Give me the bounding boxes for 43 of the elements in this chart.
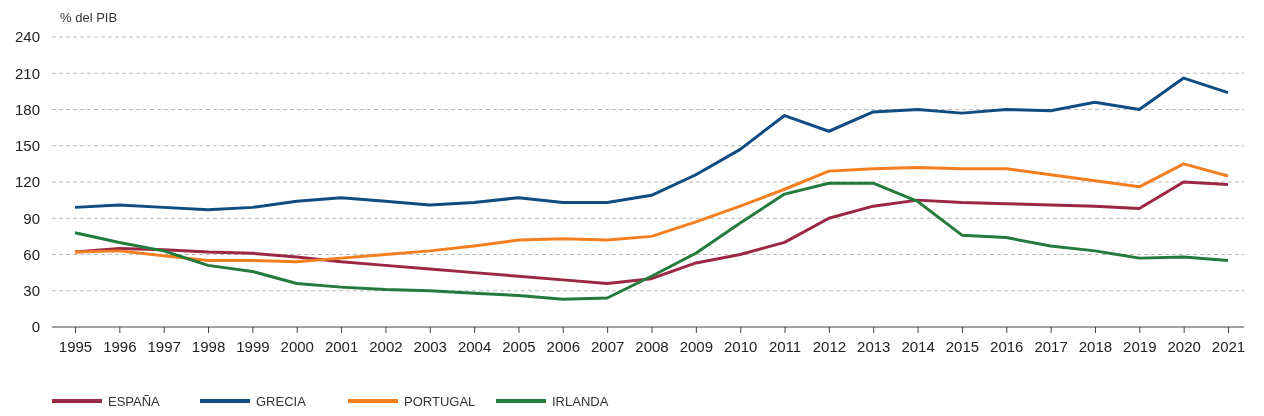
y-tick-label: 240: [14, 28, 40, 46]
x-tick-label: 2000: [280, 337, 314, 355]
y-tick-label: 150: [14, 137, 40, 155]
x-tick-label: 2007: [590, 337, 625, 355]
line-series: [73, 76, 1230, 212]
legend-label: IRLANDA: [552, 394, 609, 409]
x-tick-label: 2014: [901, 337, 935, 355]
x-tick-label: 2011: [768, 337, 802, 355]
x-tick-label: 2001: [324, 337, 359, 355]
line-series: [73, 162, 1230, 264]
x-tick-label: 2012: [812, 337, 847, 355]
y-tick-label: 30: [23, 282, 40, 300]
x-tick-label: 2009: [679, 337, 714, 355]
legend-label: PORTUGAL: [404, 394, 476, 409]
y-tick-label: 90: [23, 209, 40, 227]
legend-label: ESPAÑA: [108, 394, 161, 409]
x-tick-label: 2003: [413, 337, 447, 355]
x-tick-label: 2018: [1078, 337, 1113, 355]
y-tick-label: 180: [14, 100, 40, 118]
x-tick-label: 1998: [191, 337, 226, 355]
y-tick-label: 60: [23, 245, 40, 263]
x-tick-label: 1997: [147, 337, 181, 355]
x-tick-label: 2013: [857, 337, 891, 355]
x-tick-label: 2019: [1123, 337, 1157, 355]
y-tick-label: 0: [31, 318, 40, 336]
x-tick-label: 1995: [58, 337, 93, 355]
x-tick-label: 2004: [457, 337, 492, 355]
x-tick-label: 2010: [724, 337, 758, 355]
x-tick-label: 2006: [546, 337, 580, 355]
x-tick-label: 2008: [635, 337, 669, 355]
y-tick-label: 120: [14, 173, 40, 191]
legend-label: GRECIA: [256, 394, 307, 409]
x-tick-label: 2017: [1034, 337, 1068, 355]
x-tick-label: 2002: [369, 337, 403, 355]
x-tick-label: 1999: [236, 337, 270, 355]
x-tick-label: 1996: [103, 337, 137, 355]
x-tick-label: 2016: [990, 337, 1024, 355]
x-tick-label: 2021: [1211, 337, 1246, 355]
x-tick-label: 2005: [502, 337, 536, 355]
y-tick-label: 210: [14, 64, 40, 82]
x-tick-label: 2015: [945, 337, 980, 355]
y-axis-title: % del PIB: [60, 10, 118, 25]
x-tick-label: 2020: [1167, 337, 1201, 355]
